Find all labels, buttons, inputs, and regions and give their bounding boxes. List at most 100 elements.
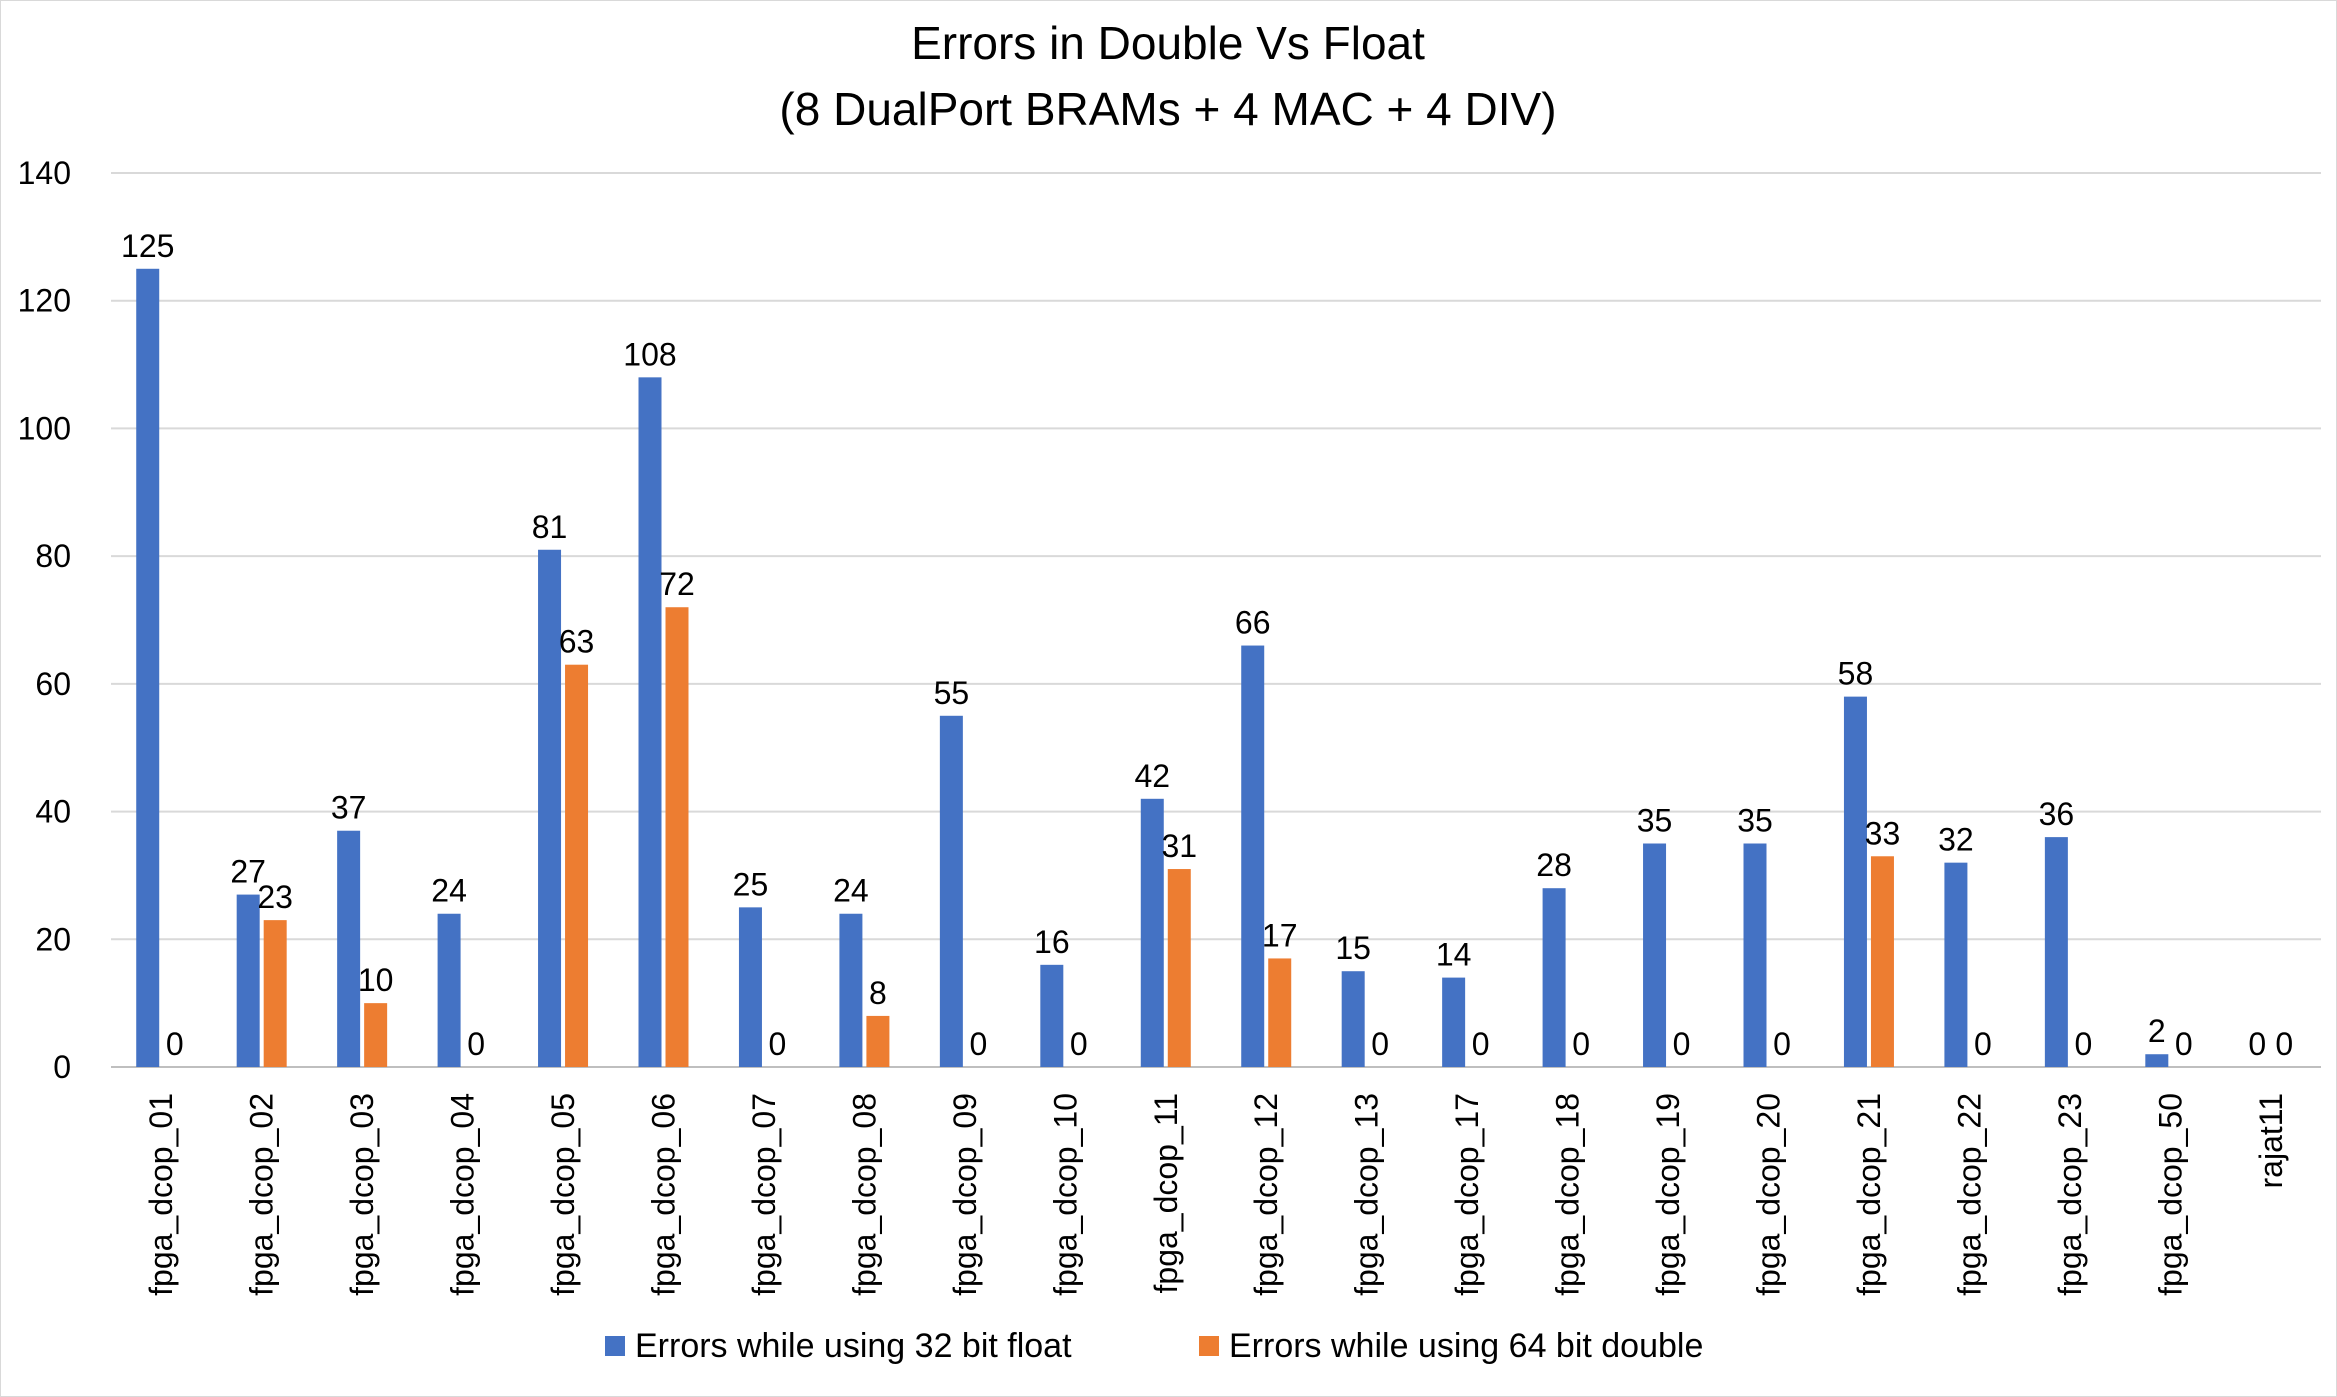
x-tick-label: fpga_dcop_06	[646, 1093, 682, 1296]
data-label: 108	[623, 336, 676, 372]
bar-double	[364, 1003, 388, 1067]
y-axis-ticks: 0 20 40 60 80 100 120 140	[18, 155, 71, 1085]
data-label: 0	[2275, 1026, 2293, 1062]
y-tick-label: 140	[18, 155, 71, 191]
x-tick-label: fpga_dcop_12	[1248, 1093, 1284, 1296]
data-label: 0	[467, 1026, 485, 1062]
x-tick-label: fpga_dcop_21	[1851, 1093, 1887, 1296]
data-label: 58	[1838, 656, 1874, 692]
data-label: 23	[257, 879, 293, 915]
data-label: 0	[2248, 1026, 2266, 1062]
bar-float	[839, 913, 863, 1067]
bar-float	[1743, 843, 1767, 1067]
bar-float	[2145, 1054, 2169, 1067]
data-label: 33	[1865, 815, 1901, 851]
bars	[136, 268, 2169, 1067]
y-tick-label: 40	[35, 794, 71, 830]
x-tick-label: fpga_dcop_08	[846, 1093, 882, 1296]
data-label: 24	[833, 873, 869, 909]
data-label: 35	[1737, 803, 1773, 839]
legend-label: Errors while using 32 bit float	[635, 1327, 1072, 1365]
data-label: 24	[431, 873, 467, 909]
bar-double	[565, 664, 589, 1067]
bar-float	[1643, 843, 1667, 1067]
data-label: 0	[969, 1026, 987, 1062]
bar-double	[1870, 856, 1894, 1067]
x-tick-label: fpga_dcop_50	[2152, 1093, 2188, 1296]
y-tick-label: 80	[35, 538, 71, 574]
data-label: 0	[769, 1026, 787, 1062]
legend: Errors while using 32 bit float Errors wh…	[605, 1327, 1703, 1365]
x-tick-label: fpga_dcop_18	[1550, 1093, 1586, 1296]
bar-float	[1843, 696, 1867, 1067]
x-tick-label: fpga_dcop_19	[1650, 1093, 1686, 1296]
bar-double	[866, 1015, 890, 1067]
y-tick-label: 120	[18, 283, 71, 319]
bar-float	[1341, 971, 1365, 1067]
data-label: 25	[733, 866, 769, 902]
data-label: 63	[559, 624, 595, 660]
data-label: 16	[1034, 924, 1070, 960]
bar-float	[1140, 798, 1164, 1067]
bar-float	[1442, 977, 1466, 1067]
data-label: 31	[1161, 828, 1197, 864]
x-tick-label: fpga_dcop_13	[1349, 1093, 1385, 1296]
data-label: 2	[2148, 1013, 2166, 1049]
x-tick-label: fpga_dcop_11	[1148, 1093, 1184, 1293]
data-label: 0	[1773, 1026, 1791, 1062]
x-tick-label: fpga_dcop_09	[947, 1093, 983, 1296]
chart-title: Errors in Double Vs Float	[911, 17, 1425, 69]
data-label: 36	[2039, 796, 2075, 832]
gridlines	[111, 172, 2321, 1068]
data-label: 27	[230, 854, 266, 890]
bar-double	[1167, 869, 1191, 1067]
x-tick-label: fpga_dcop_23	[2052, 1093, 2088, 1296]
data-label: 8	[869, 975, 887, 1011]
x-tick-label: fpga_dcop_22	[1951, 1093, 1987, 1296]
legend-swatch-float	[605, 1336, 625, 1356]
y-tick-label: 0	[53, 1049, 71, 1085]
data-label: 0	[1070, 1026, 1088, 1062]
bar-double	[665, 607, 689, 1067]
bar-float	[638, 377, 662, 1067]
x-tick-label: fpga_dcop_03	[344, 1093, 380, 1296]
data-label: 17	[1262, 917, 1298, 953]
data-label: 66	[1235, 605, 1271, 641]
data-label: 10	[358, 962, 394, 998]
data-label: 0	[2074, 1026, 2092, 1062]
bar-double	[1268, 958, 1292, 1067]
bar-float	[1040, 964, 1064, 1067]
x-tick-label: fpga_dcop_02	[244, 1093, 280, 1296]
x-tick-label: rajat11	[2253, 1093, 2289, 1188]
x-tick-label: fpga_dcop_01	[143, 1093, 179, 1296]
bar-float	[538, 549, 562, 1067]
bar-float	[1241, 645, 1265, 1067]
data-label: 0	[1673, 1026, 1691, 1062]
data-label: 0	[1472, 1026, 1490, 1062]
data-label: 81	[532, 509, 568, 545]
y-tick-label: 20	[35, 921, 71, 957]
x-tick-label: fpga_dcop_04	[445, 1093, 481, 1296]
bar-float	[337, 830, 361, 1067]
data-label: 35	[1637, 803, 1673, 839]
bar-float	[738, 907, 762, 1067]
bar-float	[136, 268, 160, 1067]
x-tick-label: fpga_dcop_05	[545, 1093, 581, 1296]
x-tick-label: fpga_dcop_10	[1047, 1093, 1083, 1296]
x-tick-label: fpga_dcop_17	[1449, 1093, 1485, 1296]
data-label: 28	[1536, 847, 1572, 883]
data-label: 0	[2175, 1026, 2193, 1062]
data-label: 37	[331, 790, 367, 826]
bar-float	[437, 913, 461, 1067]
legend-label: Errors while using 64 bit double	[1229, 1327, 1703, 1365]
data-label: 0	[1371, 1026, 1389, 1062]
legend-swatch-double	[1199, 1336, 1219, 1356]
bar-float	[236, 894, 260, 1067]
bar-float	[2044, 837, 2068, 1067]
data-label: 72	[659, 566, 695, 602]
y-tick-label: 60	[35, 666, 71, 702]
bar-float	[939, 715, 963, 1067]
